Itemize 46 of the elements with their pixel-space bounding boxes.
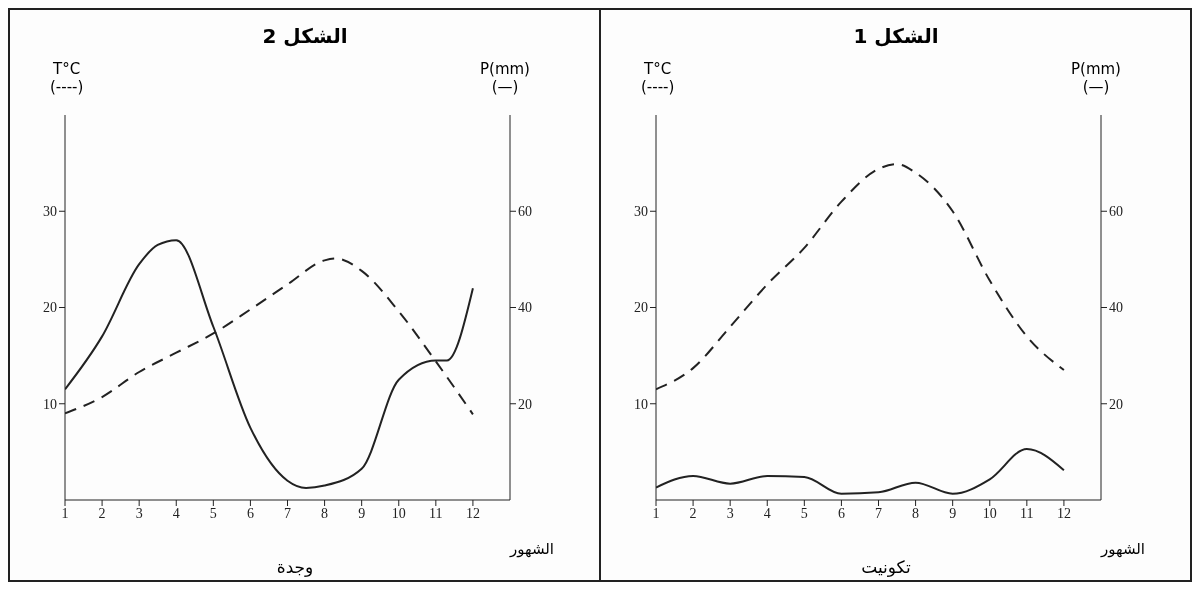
y2-tick-label: 40 [518, 300, 532, 316]
x-tick-label: 7 [284, 505, 291, 521]
x-tick-label: 6 [837, 505, 845, 521]
x-tick-label: 4 [763, 505, 771, 521]
y-tick-label: 30 [634, 204, 648, 220]
x-axis-title: الشهور [1101, 540, 1146, 558]
x-tick-label: 10 [391, 505, 406, 521]
x-tick-label: 8 [321, 505, 329, 521]
y-tick-label: 20 [634, 300, 648, 316]
x-tick-label: 1 [652, 505, 660, 521]
x-tick-label: 5 [209, 505, 217, 521]
x-tick-label: 12 [465, 505, 480, 521]
chart-title: الشكل 1 [852, 24, 940, 48]
x-tick-label: 2 [98, 505, 106, 521]
x-tick-label: 11 [1020, 505, 1034, 521]
x-tick-label: 3 [726, 505, 734, 521]
y-tick-label: 20 [43, 300, 57, 316]
y-tick-label: 10 [634, 396, 648, 412]
x-tick-label: 11 [429, 505, 443, 521]
x-axis-title: الشهور [510, 540, 555, 558]
chart-title: الشكل 2 [261, 24, 349, 48]
y-tick-label: 10 [43, 396, 57, 412]
x-tick-label: 9 [949, 505, 957, 521]
y2-tick-label: 60 [1109, 204, 1123, 220]
y2-tick-label: 20 [518, 396, 532, 412]
x-tick-label: 1 [61, 505, 69, 521]
y2-axis-title: P(mm) (—) [480, 60, 530, 96]
text: وجدة [275, 557, 315, 577]
x-tick-label: 8 [912, 505, 920, 521]
y2-tick-label: 40 [1109, 300, 1123, 316]
x-tick-label: 2 [689, 505, 697, 521]
x-tick-label: 7 [875, 505, 882, 521]
y-axis-title: T°C (----) [641, 60, 675, 96]
y2-axis-title: P(mm) (—) [1071, 60, 1121, 96]
y-tick-label: 30 [43, 204, 57, 220]
y2-tick-label: 60 [518, 204, 532, 220]
y2-tick-label: 20 [1109, 396, 1123, 412]
x-tick-label: 10 [982, 505, 997, 521]
x-tick-label: 12 [1056, 505, 1071, 521]
y-axis-title: T°C (----) [50, 60, 84, 96]
x-tick-label: 3 [135, 505, 143, 521]
text: تكونيت [860, 557, 912, 577]
x-tick-label: 9 [358, 505, 366, 521]
x-tick-label: 4 [172, 505, 180, 521]
x-tick-label: 5 [800, 505, 808, 521]
x-tick-label: 6 [246, 505, 254, 521]
